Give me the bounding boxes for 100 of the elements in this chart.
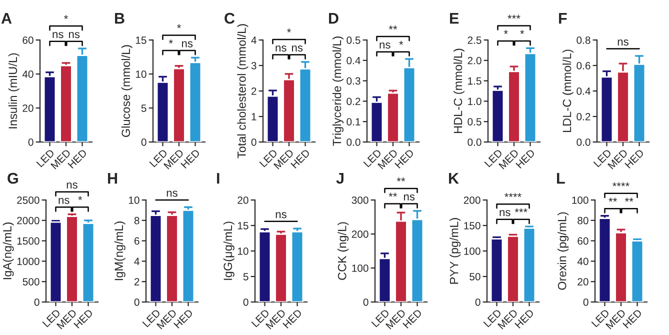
y-tick-label: 0.1 bbox=[346, 118, 360, 126]
annotation: ns bbox=[292, 45, 303, 52]
y-tick-label: 500 bbox=[22, 278, 40, 286]
y-tick-label: 2.5 bbox=[468, 36, 482, 44]
annotation: ns bbox=[58, 198, 70, 204]
bar bbox=[378, 258, 392, 302]
annotation: ns bbox=[276, 212, 286, 218]
y-tick-label: 0.0 bbox=[576, 138, 590, 146]
y-tick-label: 4 bbox=[251, 36, 256, 44]
y-tick-label: 0.2 bbox=[346, 98, 360, 106]
bar bbox=[82, 222, 95, 302]
y-tick-label: 200 bbox=[464, 196, 480, 204]
bar bbox=[598, 218, 612, 302]
y-axis-title: CCK (ng/L) bbox=[338, 222, 349, 280]
text: * bbox=[520, 30, 524, 34]
y-axis-title: PYY (pg/mL) bbox=[450, 218, 461, 284]
annotation: * bbox=[78, 196, 82, 200]
chart-title: K bbox=[449, 173, 459, 184]
y-tick-label: 5 bbox=[141, 104, 146, 112]
y-tick-label: 0 bbox=[363, 298, 368, 306]
y-tick-label: 100 bbox=[572, 196, 588, 204]
y-tick-label: 0 bbox=[583, 298, 588, 306]
y-tick-label: 10 bbox=[238, 248, 248, 255]
chart-title: I bbox=[217, 173, 220, 184]
y-tick-label: 60 bbox=[22, 36, 34, 44]
bar bbox=[282, 78, 296, 142]
annotation: * bbox=[168, 40, 173, 44]
y-tick-label: 2500 bbox=[17, 196, 40, 204]
y-tick-label: 0 bbox=[251, 138, 256, 146]
y-tick-label: 0 bbox=[141, 138, 146, 146]
y-tick-label: 40 bbox=[22, 70, 34, 78]
text: **** bbox=[504, 193, 522, 198]
bar bbox=[524, 52, 537, 142]
annotation: ** bbox=[624, 198, 634, 202]
y-tick-label: 60 bbox=[578, 237, 588, 245]
bar bbox=[60, 64, 72, 142]
annotation: ns bbox=[618, 39, 628, 46]
y-tick-label: 0.5 bbox=[346, 36, 360, 44]
y-axis-title: IgA(ng/mL) bbox=[2, 222, 14, 280]
y-tick-label: 300 bbox=[352, 196, 368, 204]
text: **** bbox=[612, 182, 630, 186]
y-tick-label: 0.6 bbox=[576, 62, 590, 70]
text: ns bbox=[166, 190, 178, 197]
y-tick-label: 0 bbox=[28, 138, 34, 146]
annotation: *** bbox=[514, 208, 528, 212]
text: * bbox=[504, 30, 508, 34]
y-tick-label: 100 bbox=[352, 264, 368, 272]
y-axis-title: Glucose (mmol/L) bbox=[121, 45, 132, 137]
text: ns bbox=[52, 32, 64, 38]
y-tick-label: 15 bbox=[136, 36, 146, 44]
y-axis-title: Orexin (pg/mL) bbox=[558, 212, 569, 290]
y-axis-title: LDL-C (mmol/L) bbox=[562, 50, 574, 132]
y-tick-label: 0.8 bbox=[576, 36, 590, 44]
text: ns bbox=[66, 182, 78, 189]
y-tick-label: 1000 bbox=[17, 258, 40, 266]
bar bbox=[508, 70, 520, 142]
y-tick-label: 0 bbox=[134, 298, 140, 306]
y-tick-label: 1.5 bbox=[468, 77, 482, 85]
bar bbox=[614, 232, 628, 302]
text: ** bbox=[388, 26, 398, 30]
y-tick-label: 3 bbox=[251, 62, 256, 70]
chart-title: G bbox=[8, 172, 18, 184]
bar bbox=[266, 95, 280, 142]
y-axis-title: IgG(μg/mL) bbox=[223, 222, 234, 280]
bar bbox=[188, 62, 202, 142]
text: ns bbox=[68, 32, 80, 38]
y-tick-label: 0.5 bbox=[468, 118, 482, 126]
y-tick-label: 0.0 bbox=[468, 138, 482, 146]
y-tick-label: 2 bbox=[251, 88, 256, 95]
annotation: ns bbox=[500, 210, 510, 216]
y-tick-label: 0.4 bbox=[576, 88, 590, 95]
y-tick-label: 0 bbox=[475, 298, 480, 306]
y-tick-label: 0 bbox=[34, 298, 40, 306]
y-tick-label: 2000 bbox=[17, 216, 40, 224]
y-tick-label: 0.4 bbox=[346, 56, 360, 64]
y-tick-label: 20 bbox=[238, 196, 248, 204]
chart-title: D bbox=[329, 13, 338, 24]
annotation: ns bbox=[276, 45, 286, 52]
text: * bbox=[287, 28, 291, 32]
chart-title: F bbox=[559, 13, 567, 24]
y-tick-label: 100 bbox=[464, 248, 480, 255]
y-tick-label: 1.0 bbox=[468, 98, 482, 106]
y-axis-title: IgM(ng/mL) bbox=[114, 222, 126, 280]
y-tick-label: 1500 bbox=[17, 237, 40, 245]
y-tick-label: 2 bbox=[134, 278, 140, 286]
y-axis-title: HDL-C (mmol/L) bbox=[453, 48, 464, 133]
annotation: ** bbox=[608, 198, 618, 202]
annotation: ns bbox=[404, 194, 415, 201]
text: * bbox=[64, 15, 68, 19]
y-tick-label: 20 bbox=[578, 278, 588, 286]
y-tick-label: 0.3 bbox=[346, 77, 360, 85]
y-tick-label: 0 bbox=[243, 298, 248, 306]
chart-title: H bbox=[108, 173, 118, 184]
bar bbox=[630, 240, 644, 302]
y-tick-label: 150 bbox=[464, 222, 480, 230]
y-tick-label: 2.0 bbox=[468, 56, 482, 64]
chart-title: L bbox=[557, 173, 565, 184]
bar bbox=[600, 76, 614, 142]
y-tick-label: 50 bbox=[470, 273, 480, 280]
text: * bbox=[177, 24, 181, 28]
